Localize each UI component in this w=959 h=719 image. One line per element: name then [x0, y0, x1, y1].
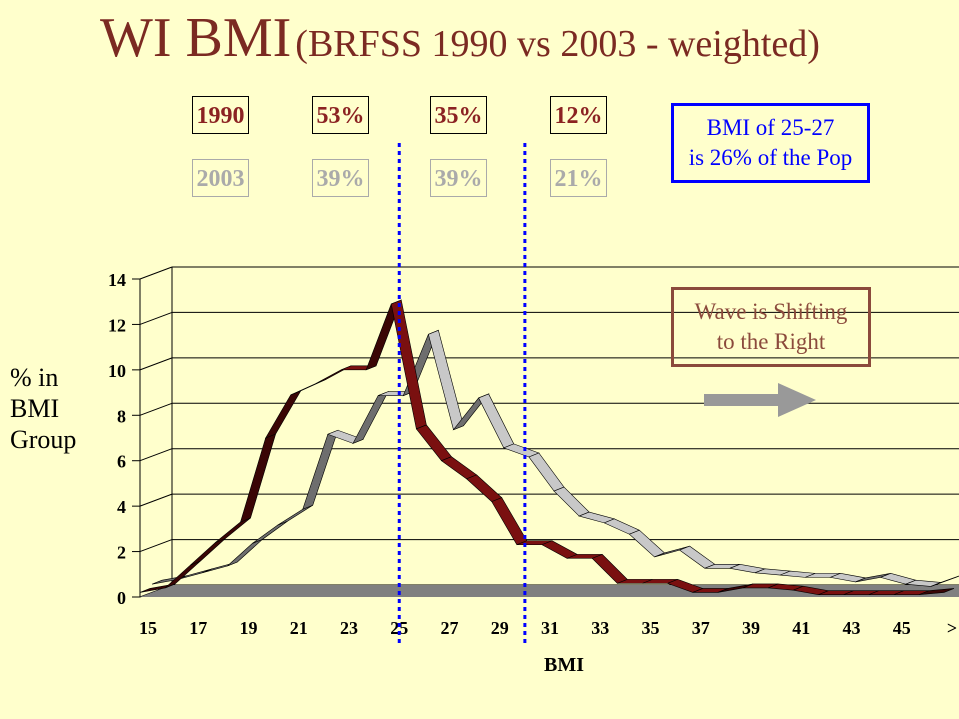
series-1990-segment-26: [415, 424, 452, 462]
series-1990-segment-19: [240, 433, 277, 523]
series-2003-segment-33: [603, 518, 641, 535]
year-1990-label: 1990: [192, 96, 249, 134]
wave-line-2: to the Right: [716, 329, 826, 354]
x-axis-label: BMI: [544, 654, 584, 676]
series-2003-segment-30: [528, 452, 565, 492]
series-1990-segment-28: [466, 474, 503, 502]
series-2003-segment-34: [628, 529, 666, 558]
callout-line-1: BMI of 25-27: [706, 115, 835, 140]
grid-depth-line-12: [139, 311, 173, 325]
series-1990-segment-18: [215, 517, 251, 543]
series-2003-segment-46: [930, 575, 959, 587]
x-tick-label-29: 29: [491, 618, 509, 638]
grid-depth-line-2: [139, 539, 173, 553]
series-2003-segment-20: [277, 504, 313, 526]
x-tick-label-27: 27: [441, 618, 459, 638]
y-tick-label-2: 2: [117, 543, 126, 563]
series-2003-segment-18: [227, 539, 263, 567]
series-2003-segment-23: [352, 391, 389, 444]
arrow-shaft: [704, 394, 780, 406]
x-tick-label-25: 25: [390, 618, 408, 638]
callout-line-2: is 26% of the Pop: [688, 145, 853, 170]
y-tick-label-10: 10: [108, 361, 126, 381]
y-tick-label-12: 12: [108, 315, 126, 335]
pct-1990-25-30: 35%: [430, 96, 487, 134]
pct-1990-over-30: 12%: [550, 96, 607, 134]
series-1990-segment-46: [918, 588, 955, 596]
series-2003-segment-21: [302, 429, 339, 510]
y-axis-label-line-2: BMI: [10, 394, 60, 423]
x-tick-label-39: 39: [742, 618, 760, 638]
x-tick-label-19: 19: [240, 618, 258, 638]
y-tick-label-6: 6: [117, 452, 126, 472]
x-tick-label-31: 31: [541, 618, 559, 638]
chart-title: WI BMI (BRFSS 1990 vs 2003 - weighted): [100, 6, 950, 70]
y-axis-label-line-1: % in: [10, 363, 59, 392]
x-tick-label->: >: [947, 618, 957, 638]
x-tick-label-21: 21: [290, 618, 308, 638]
x-tick-label-33: 33: [591, 618, 609, 638]
wave-line-1: Wave is Shifting: [694, 299, 848, 324]
x-tick-label-37: 37: [692, 618, 710, 638]
series-1990-segment-33: [591, 554, 628, 584]
x-tick-label-15: 15: [139, 618, 157, 638]
series-1990-segment-31: [541, 540, 578, 559]
title-subtitle: (BRFSS 1990 vs 2003 - weighted): [295, 23, 820, 65]
pct-1990-under-25: 53%: [312, 96, 369, 134]
x-tick-label-17: 17: [189, 618, 207, 638]
series-2003-segment-28: [478, 393, 515, 449]
grid-depth-line-14: [139, 266, 173, 280]
wave-callout-box: Wave is Shifting to the Right: [671, 287, 871, 367]
bmi-callout-box: BMI of 25-27 is 26% of the Pop: [671, 103, 870, 183]
grid-depth-line-6: [139, 448, 173, 462]
grid-depth-line-8: [139, 402, 173, 416]
x-tick-label-41: 41: [792, 618, 810, 638]
title-main: WI BMI: [100, 7, 292, 69]
series-1990-segment-29: [491, 497, 528, 546]
pct-2003-25-30: 39%: [430, 159, 487, 197]
series-1990-segment-17: [190, 538, 226, 566]
grid-depth-line-4: [139, 493, 173, 507]
arrow-head-icon: [778, 383, 816, 417]
x-tick-label-45: 45: [893, 618, 911, 638]
series-1990-segment-20: [264, 390, 302, 439]
year-2003-label: 2003: [192, 159, 249, 197]
series-2003-segment-36: [679, 545, 716, 569]
y-tick-label-14: 14: [108, 270, 126, 290]
grid-depth-line-10: [139, 357, 173, 371]
y-tick-label-8: 8: [117, 406, 126, 426]
y-tick-label-4: 4: [117, 497, 126, 517]
y-axis-label-line-3: Group: [10, 425, 77, 454]
pct-2003-under-25: 39%: [312, 159, 369, 197]
x-tick-label-43: 43: [843, 618, 861, 638]
y-tick-label-0: 0: [117, 588, 126, 608]
x-tick-label-35: 35: [642, 618, 660, 638]
series-2003-segment-31: [553, 486, 590, 517]
pct-2003-over-30: 21%: [550, 159, 607, 197]
series-2003-segment-26: [428, 329, 464, 431]
y-axis-label: % in BMI Group: [10, 362, 105, 455]
x-tick-label-23: 23: [340, 618, 358, 638]
series-1990-segment-27: [440, 456, 478, 480]
